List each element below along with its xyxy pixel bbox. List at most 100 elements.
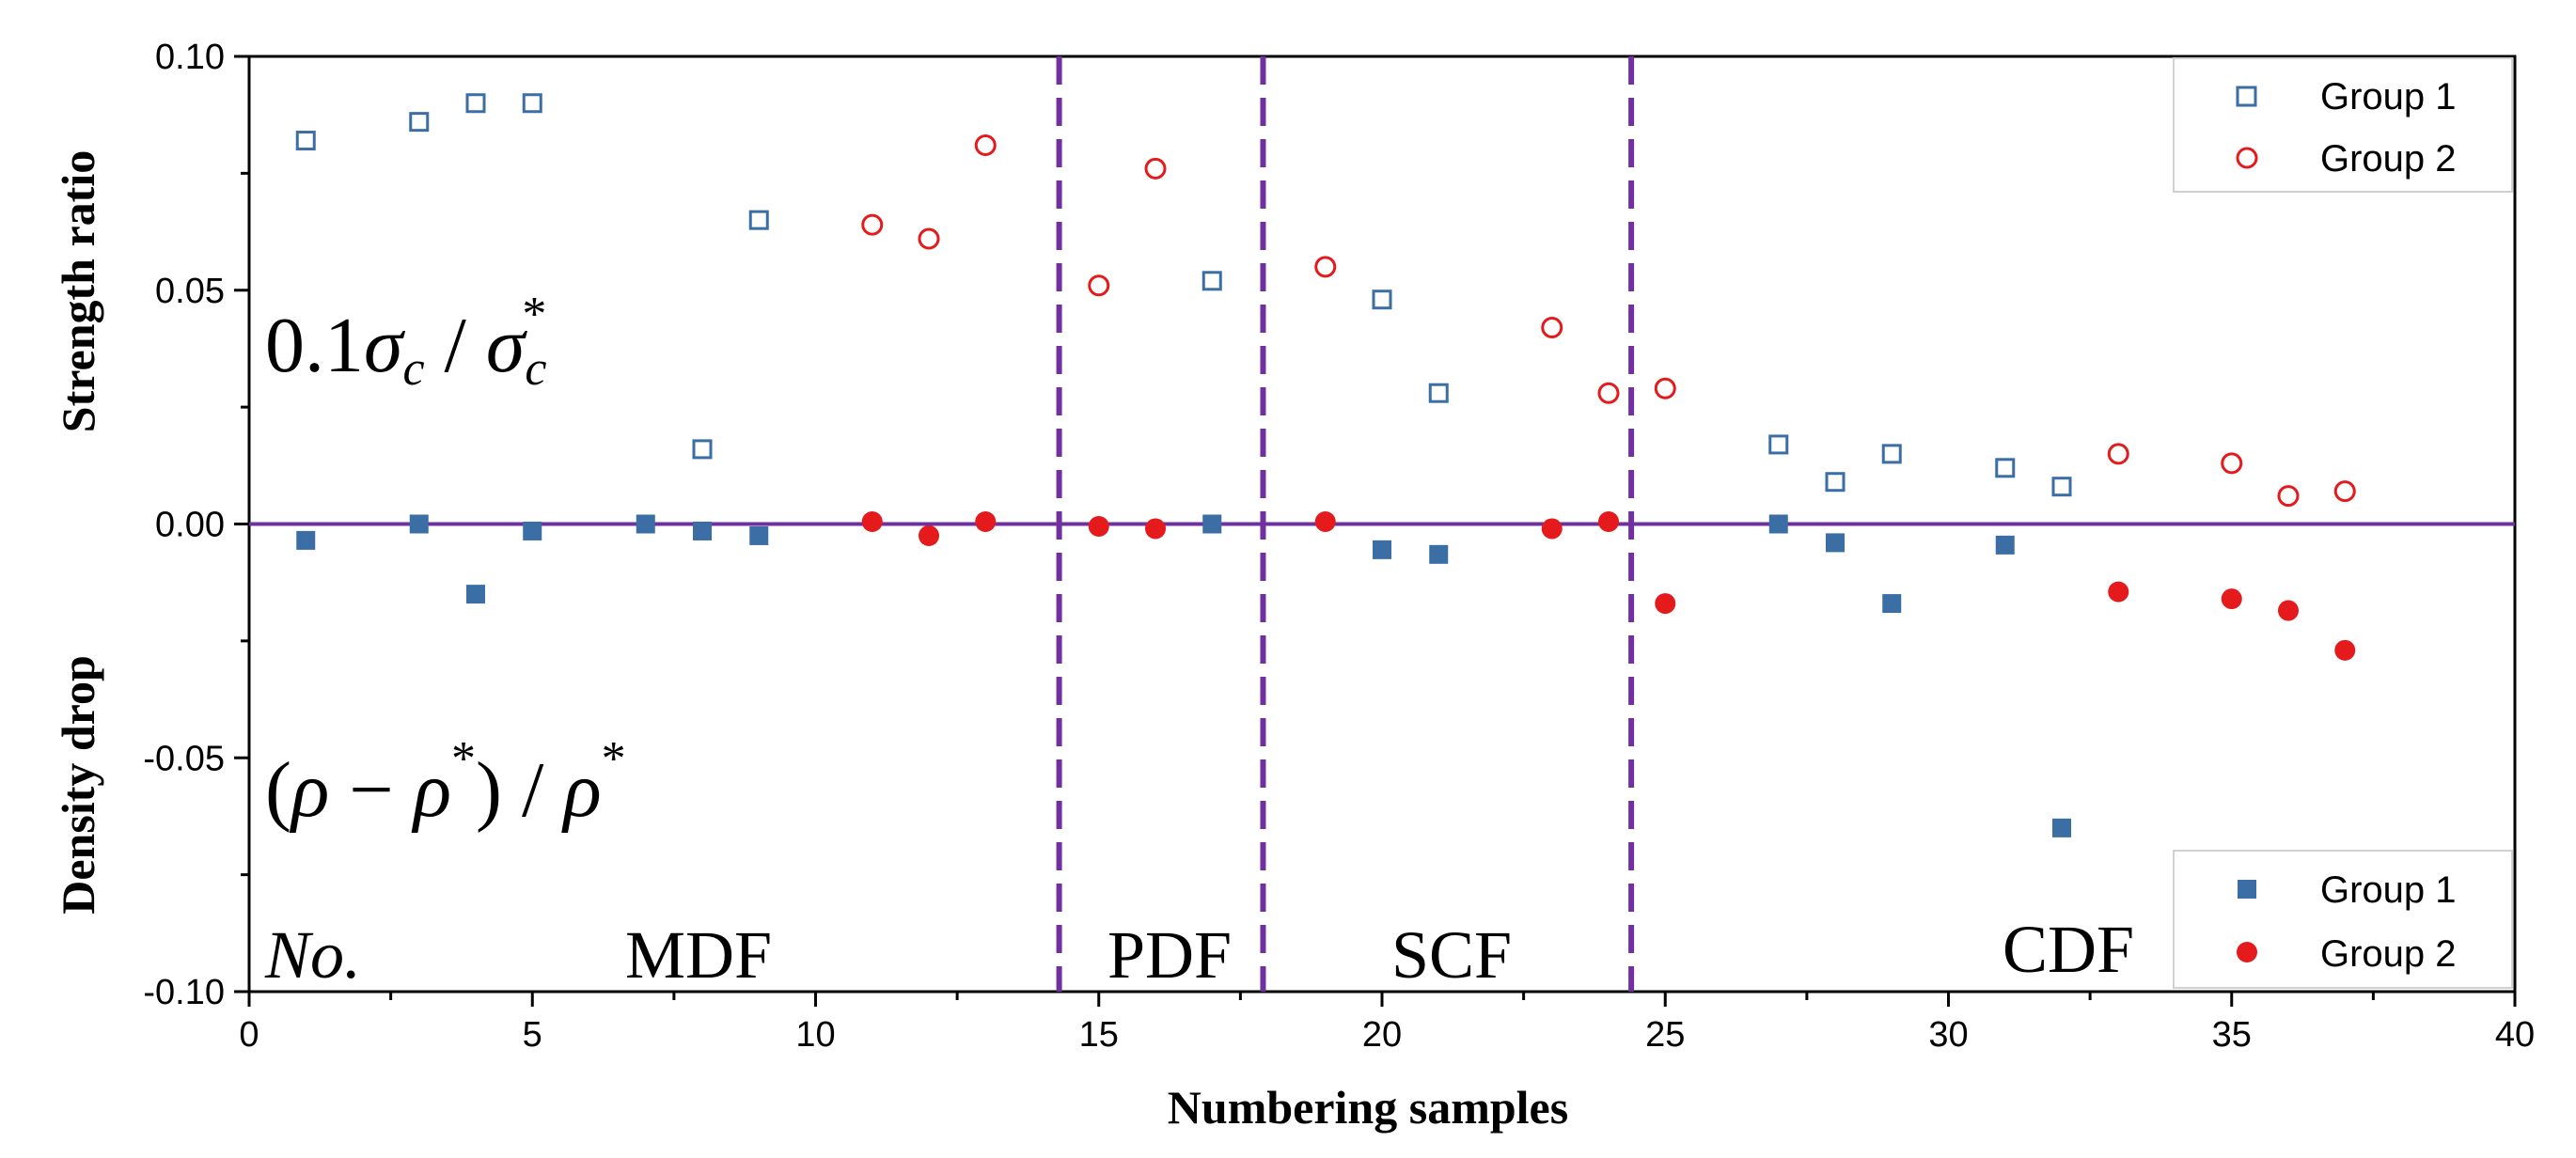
data-point-density [749, 525, 769, 545]
x-tick-label: 15 [1079, 1015, 1119, 1055]
dformula-rho: ρ [289, 746, 329, 834]
data-point-strength [1372, 290, 1392, 310]
data-point-density [409, 514, 429, 534]
data-point-density [1429, 544, 1449, 564]
region-label-pdf: PDF [1107, 917, 1232, 993]
dformula-minus: − [329, 746, 413, 834]
formula-slash: / [425, 302, 486, 389]
data-point-density [1145, 518, 1166, 540]
data-point-strength [2221, 452, 2243, 475]
data-point-strength [409, 112, 430, 133]
data-point-density [1541, 518, 1563, 540]
data-point-strength [2333, 480, 2356, 503]
dformula-rho-3: ρ [560, 746, 601, 834]
dformula-star-2: * [602, 732, 626, 786]
data-point-strength [522, 93, 542, 114]
data-point-strength [2277, 485, 2300, 508]
data-point-density [1768, 514, 1788, 534]
data-point-density [919, 524, 939, 546]
y-tick-label: 0.05 [155, 272, 225, 311]
x-tick-label: 35 [2212, 1015, 2252, 1055]
legend-lower-group2-marker [2237, 942, 2257, 962]
region-label-scf: SCF [1391, 917, 1512, 993]
data-point-strength [1314, 256, 1337, 278]
data-point-strength [1768, 434, 1789, 455]
data-point-density [2221, 588, 2242, 610]
series-density-group-2 [861, 511, 2356, 661]
data-point-density [2334, 639, 2356, 661]
data-point-strength [1825, 472, 1846, 493]
dformula-rho-2: ρ [411, 746, 451, 834]
y-tick-label: -0.10 [143, 973, 225, 1012]
legend-lower-box [2173, 850, 2513, 989]
strength-formula: 0.1σc / σc* [265, 288, 546, 396]
dformula-slash: / [502, 746, 563, 834]
legend-upper-group2-marker [2236, 147, 2258, 169]
data-point-density [1598, 511, 1619, 533]
data-point-strength [1144, 157, 1167, 180]
dformula-open: ( [265, 746, 291, 834]
data-point-density [1995, 535, 2015, 555]
axis-ticks: 0 5 10 15 20 25 30 35 40 -0.10 -0.05 0.00 0.05 0.10 [143, 38, 2535, 1055]
data-point-density [523, 521, 542, 540]
x-tick-label: 20 [1362, 1015, 1402, 1055]
data-point-strength [465, 93, 486, 114]
data-point-strength [974, 134, 997, 157]
x-tick-label: 0 [239, 1015, 259, 1055]
legend-upper-group1-marker [2236, 86, 2257, 107]
data-point-density [1373, 540, 1391, 559]
x-tick-label: 10 [795, 1015, 835, 1055]
data-point-density [466, 585, 485, 604]
legend-lower-group1-label: Group 1 [2320, 869, 2457, 911]
y-tick-label: -0.05 [143, 739, 225, 778]
data-point-density [1826, 533, 1845, 553]
no-label: No. [264, 917, 361, 993]
data-point-strength [1654, 377, 1676, 399]
y-axis-title-lower: Density drop [52, 655, 104, 915]
legend-lower-group1-marker [2238, 880, 2256, 899]
series-strength-group-1 [295, 93, 2072, 497]
data-point-strength [295, 131, 316, 151]
data-point-density [636, 514, 655, 534]
formula-sub-c-2: c [525, 342, 546, 396]
series-strength-group-2 [861, 134, 2356, 508]
x-tick-label: 5 [523, 1015, 542, 1055]
reference-lines [249, 56, 2515, 992]
legend-lower-group2-label: Group 2 [2320, 933, 2457, 975]
data-point-density [2052, 818, 2071, 837]
region-labels: MDF PDF SCF CDF No. [264, 912, 2134, 993]
legend-lower: Group 1 Group 2 [2173, 850, 2513, 989]
data-point-density [861, 511, 883, 533]
data-point-strength [2051, 477, 2072, 497]
data-point-strength [1202, 271, 1222, 291]
region-label-cdf: CDF [2003, 912, 2134, 987]
data-point-strength [1597, 382, 1620, 404]
data-point-strength [748, 210, 769, 230]
formula-sigma-2: σ [486, 302, 528, 389]
data-point-density [2278, 600, 2299, 621]
data-point-density [296, 530, 316, 550]
formula-star: * [522, 288, 546, 341]
legend-upper-group2-label: Group 2 [2320, 138, 2457, 180]
data-point-strength [692, 439, 713, 460]
legend-upper-box [2173, 57, 2513, 193]
x-tick-label: 40 [2495, 1015, 2535, 1055]
data-point-strength [1088, 274, 1110, 297]
data-point-density [1314, 511, 1336, 533]
y-tick-label: 0.00 [155, 506, 225, 545]
data-point-strength [1428, 383, 1449, 403]
dformula-close: ) [476, 746, 502, 834]
data-point-density [1882, 594, 1902, 614]
data-points [295, 93, 2356, 837]
data-point-strength [918, 227, 940, 250]
data-point-strength [1995, 458, 2016, 478]
data-point-density [975, 511, 997, 533]
x-axis-title: Numbering samples [1168, 1081, 1568, 1134]
data-point-density [1088, 515, 1109, 537]
y-axis-title-upper: Strength ratio [52, 150, 104, 432]
formula-sub-c: c [402, 342, 424, 396]
data-point-strength [1881, 444, 1902, 464]
density-formula: (ρ − ρ*) / ρ* [265, 732, 626, 834]
data-point-strength [1541, 317, 1563, 339]
